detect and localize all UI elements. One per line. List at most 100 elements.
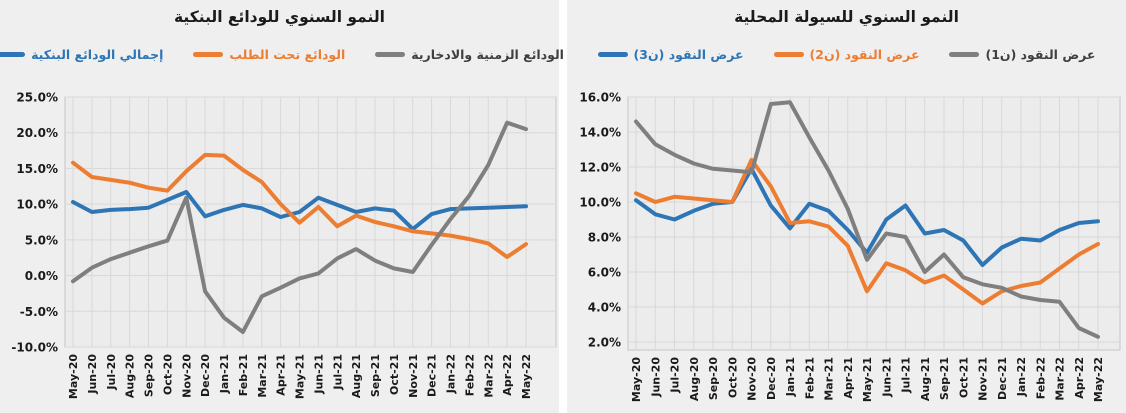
series-line-0-1: [71, 152, 528, 259]
panel-separator: [559, 0, 567, 413]
legend-item-0-0: إجمالي الودائع البنكية: [0, 47, 163, 62]
x-tick-label: Aug-21: [350, 354, 363, 398]
series-line-1-1: [634, 158, 1100, 306]
x-tick-label: Jan-22: [445, 354, 458, 394]
legend-swatch: [193, 52, 224, 57]
x-tick-label: Mar-22: [1054, 357, 1067, 401]
x-tick-label: Aug-20: [688, 357, 701, 401]
legend-item-0-1: الودائع تحت الطلب: [193, 47, 345, 62]
y-tick-label: 5.0%: [25, 233, 58, 247]
legend-item-0-2: الودائع الزمنية والادخارية: [375, 47, 564, 62]
legend-swatch: [597, 52, 628, 57]
y-tick-label: 14.0%: [579, 126, 621, 140]
x-tick-label: Oct-20: [726, 357, 739, 398]
x-tick-label: Jun-21: [880, 357, 893, 398]
x-tick-label: May-21: [861, 357, 874, 402]
x-tick-label: Mar-21: [256, 354, 269, 398]
y-axis-labels: 25.0% 20.0% 15.0% 10.0% 5.0% 0.0% -5.0% -10.0%: [11, 91, 58, 355]
money-supply-chart-panel: النمو السنوي للسيولة المحلية عرض النقود …: [567, 0, 1126, 413]
x-tick-label: Jun-20: [649, 357, 662, 398]
x-tick-label: May-21: [294, 354, 307, 399]
legend-item-1-1: عرض النقود (ن2): [773, 47, 920, 62]
y-tick-label: 12.0%: [579, 161, 621, 175]
y-tick-label: 6.0%: [588, 266, 621, 280]
x-tick-label: Nov-20: [746, 357, 759, 401]
legend-label: عرض النقود (ن2): [809, 47, 920, 62]
x-tick-label: Dec-21: [426, 354, 439, 397]
plot-area: [64, 96, 557, 348]
y-tick-label: 20.0%: [16, 126, 58, 140]
x-tick-label: Apr-21: [842, 357, 855, 399]
legend-label: عرض النقود (ن1): [985, 47, 1096, 62]
legend-label: إجمالي الودائع البنكية: [31, 47, 164, 62]
x-tick-label: Mar-22: [482, 354, 495, 398]
x-tick-label: Jan-21: [218, 354, 231, 394]
x-tick-label: Oct-21: [957, 357, 970, 398]
x-tick-label: Jul-21: [900, 357, 913, 394]
series-line-1-2: [634, 100, 1100, 339]
x-tick-label: Dec-20: [765, 357, 778, 400]
x-tick-label: Jan-21: [784, 357, 797, 397]
y-tick-label: 15.0%: [16, 162, 58, 176]
x-tick-label: Sep-20: [143, 354, 156, 397]
x-tick-label: May-22: [1092, 357, 1105, 402]
x-tick-label: Jul-20: [669, 357, 682, 394]
y-tick-label: -5.0%: [20, 305, 58, 319]
money-supply-legend: عرض النقود (ن3) عرض النقود (ن2) عرض النقود…: [567, 47, 1126, 62]
x-tick-label: Aug-20: [124, 354, 137, 398]
x-tick-label: May-20: [630, 357, 643, 402]
legend-swatch: [949, 52, 980, 57]
legend-label: الودائع تحت الطلب: [229, 47, 346, 62]
x-tick-label: Nov-21: [977, 357, 990, 401]
x-tick-label: Apr-21: [275, 354, 288, 396]
x-tick-label: Apr-22: [1073, 357, 1086, 399]
y-tick-label: -10.0%: [11, 341, 58, 355]
y-tick-label: 25.0%: [16, 91, 58, 105]
x-tick-label: Jan-22: [1015, 357, 1028, 397]
y-tick-label: 10.0%: [16, 198, 58, 212]
money-supply-plot: 16.0% 14.0% 12.0% 10.0% 8.0% 6.0% 4.0% 2.0% May-…: [579, 91, 1121, 402]
x-tick-label: Feb-22: [463, 354, 476, 396]
y-tick-label: 8.0%: [588, 231, 621, 245]
bank-deposits-plot: 25.0% 20.0% 15.0% 10.0% 5.0% 0.0% -5.0% -10.0% M…: [11, 91, 557, 399]
x-tick-label: Sep-21: [938, 357, 951, 400]
legend-label: الودائع الزمنية والادخارية: [411, 47, 564, 62]
x-tick-label: Sep-21: [369, 354, 382, 397]
series-line-0-2: [71, 120, 528, 334]
bank-deposits-legend: إجمالي الودائع البنكية الودائع تحت الطلب ا…: [0, 47, 564, 62]
x-tick-label: Dec-20: [199, 354, 212, 397]
x-tick-label: Jul-21: [331, 354, 344, 391]
x-tick-label: Nov-21: [407, 354, 420, 398]
x-tick-label: May-20: [67, 354, 80, 399]
x-tick-label: Sep-20: [707, 357, 720, 400]
x-tick-label: May-22: [520, 354, 533, 399]
legend-swatch: [375, 52, 406, 57]
y-tick-label: 2.0%: [588, 336, 621, 350]
series-line-1-0: [634, 166, 1100, 267]
legend-swatch: [0, 52, 26, 57]
x-tick-label: Mar-21: [823, 357, 836, 401]
legend-label: عرض النقود (ن3): [633, 47, 744, 62]
x-tick-label: Apr-22: [501, 354, 514, 396]
x-tick-label: Dec-21: [996, 357, 1009, 400]
plot-area: [627, 96, 1121, 351]
bank-deposits-chart-title: النمو السنوي للودائع البنكية: [174, 8, 385, 26]
legend-item-1-0: عرض النقود (ن3): [597, 47, 744, 62]
x-tick-label: Feb-21: [803, 357, 816, 399]
bank-deposits-chart-panel: النمو السنوي للودائع البنكية إجمالي الود…: [0, 0, 564, 413]
x-tick-label: Feb-21: [237, 354, 250, 396]
x-axis-labels: May-20 Jun-20 Jul-20 Aug-20 Sep-20 Oct-20 Nov-…: [67, 354, 533, 399]
x-tick-label: Aug-21: [919, 357, 932, 401]
x-tick-label: Jun-21: [312, 354, 325, 395]
y-tick-label: 4.0%: [588, 301, 621, 315]
legend-swatch: [773, 52, 804, 57]
legend-item-1-2: عرض النقود (ن1): [949, 47, 1095, 62]
x-tick-label: Oct-21: [388, 354, 401, 395]
money-supply-chart-title: النمو السنوي للسيولة المحلية: [734, 8, 959, 26]
x-tick-label: Jun-20: [86, 354, 99, 395]
x-tick-label: Oct-20: [161, 354, 174, 395]
y-axis-labels: 16.0% 14.0% 12.0% 10.0% 8.0% 6.0% 4.0% 2.0%: [579, 91, 621, 350]
x-axis-labels: May-20 Jun-20 Jul-20 Aug-20 Sep-20 Oct-20 Nov-…: [630, 357, 1105, 402]
y-tick-label: 16.0%: [579, 91, 621, 105]
x-tick-label: Jul-20: [105, 354, 118, 391]
